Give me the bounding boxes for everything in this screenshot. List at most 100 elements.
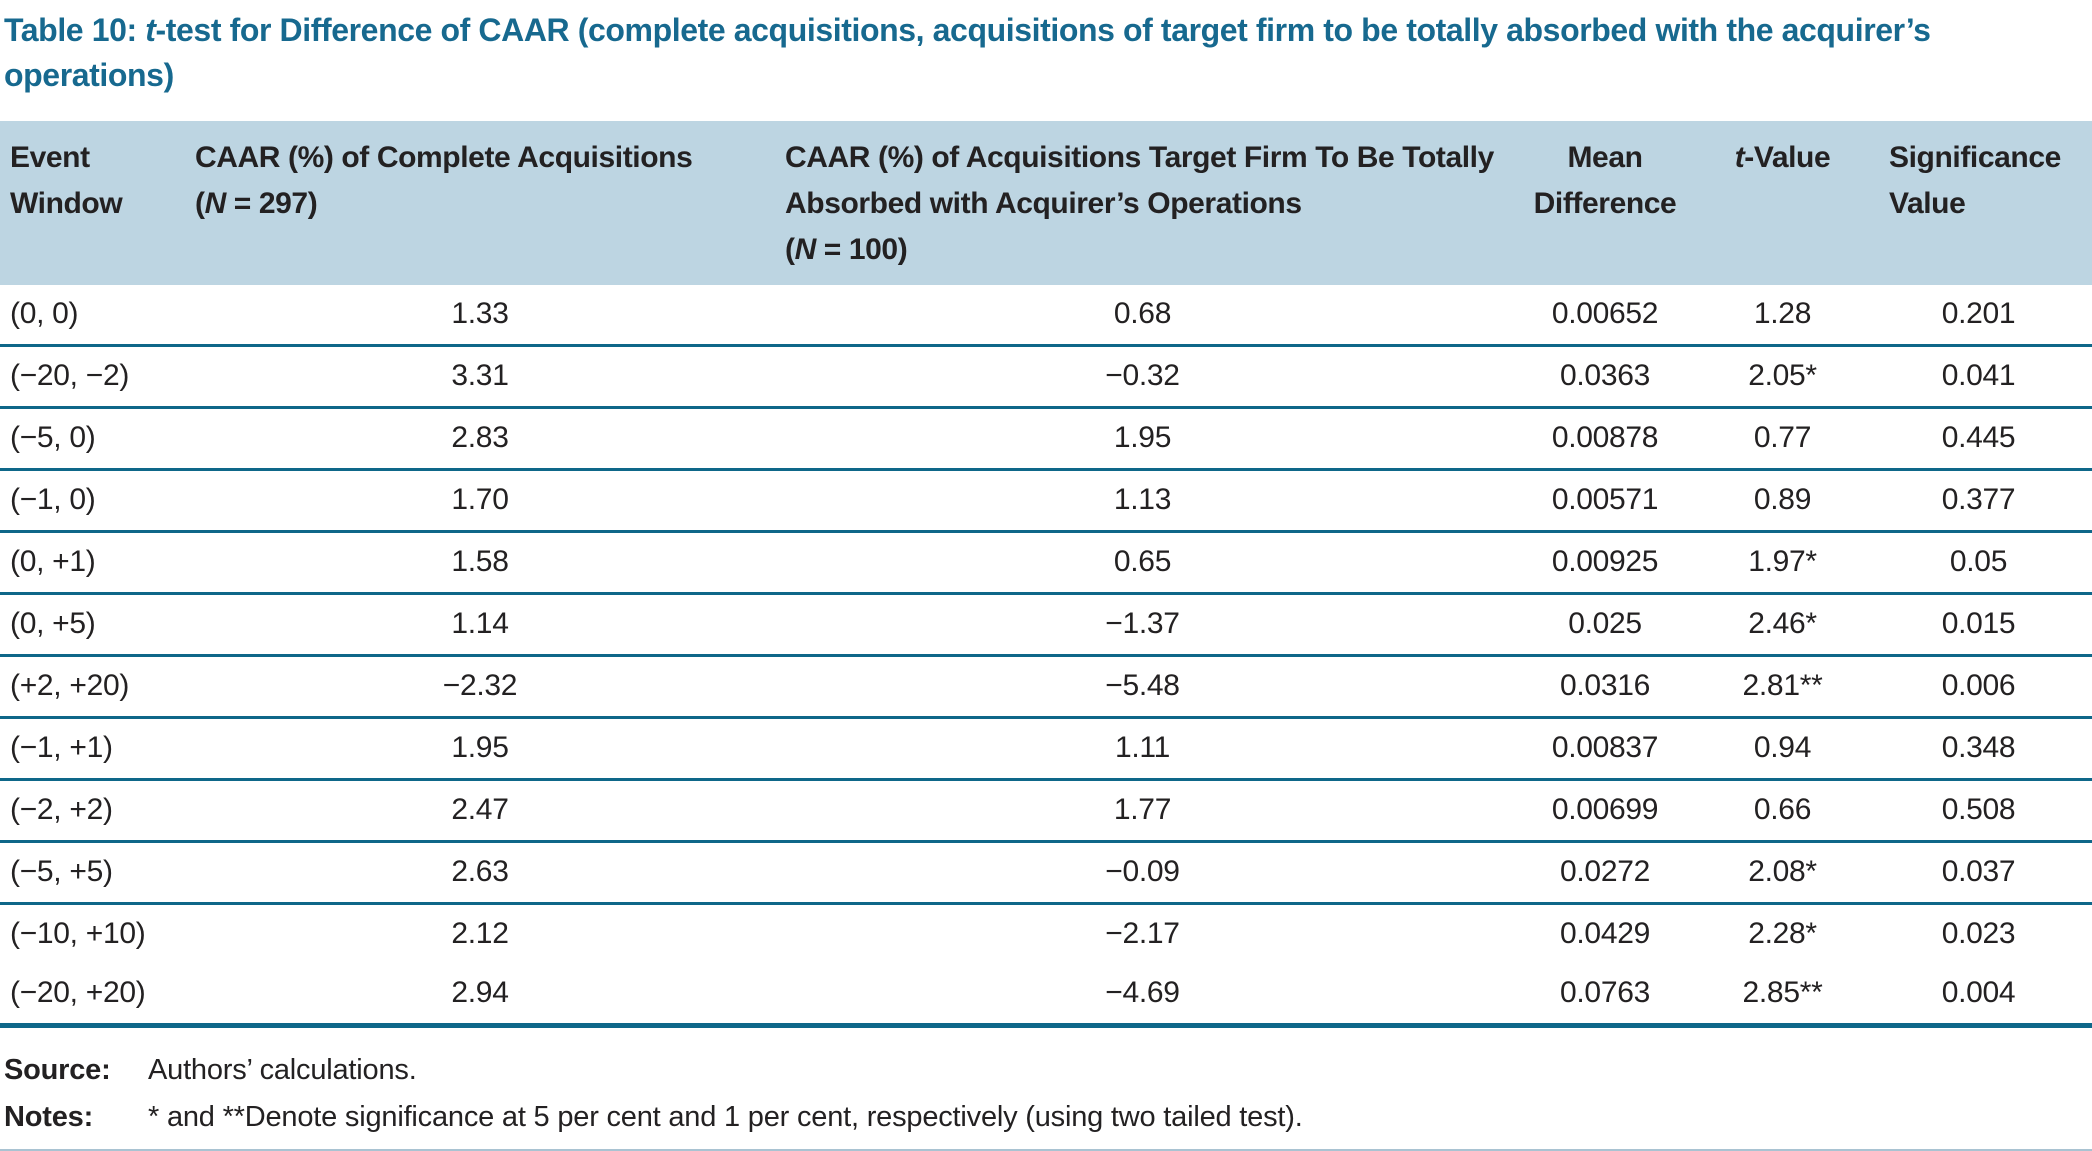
figure-footer: Source: Authors’ calculations. Notes: * … bbox=[0, 1054, 2092, 1134]
table-body: (0, 0) 1.33 0.68 0.00652 1.28 0.201 (−20… bbox=[0, 284, 2092, 1026]
cell-significance-value: 0.041 bbox=[1865, 343, 2092, 408]
col-header-significance-value: Significance Value bbox=[1865, 120, 2092, 285]
cell-significance-value: 0.006 bbox=[1865, 653, 2092, 718]
cell-event-window: (+2, +20) bbox=[0, 653, 185, 718]
header-row: Event Window CAAR (%) of Complete Acquisi… bbox=[0, 120, 2092, 285]
cell-t-value: 2.81** bbox=[1700, 653, 1865, 718]
header-caar-complete-text: CAAR (%) of Complete Acquisitions bbox=[195, 140, 693, 174]
cell-caar-complete: 2.63 bbox=[185, 839, 775, 904]
cell-mean-difference: 0.00652 bbox=[1510, 284, 1700, 346]
cell-event-window: (−2, +2) bbox=[0, 777, 185, 842]
cell-caar-target: −4.69 bbox=[775, 963, 1510, 1026]
cell-significance-value: 0.508 bbox=[1865, 777, 2092, 842]
cell-mean-difference: 0.0272 bbox=[1510, 839, 1700, 904]
cell-significance-value: 0.05 bbox=[1865, 529, 2092, 594]
table-row: (−1, +1) 1.95 1.11 0.00837 0.94 0.348 bbox=[0, 715, 2092, 780]
cell-caar-complete: −2.32 bbox=[185, 653, 775, 718]
source-text: Authors’ calculations. bbox=[148, 1053, 417, 1086]
table-row: (−1, 0) 1.70 1.13 0.00571 0.89 0.377 bbox=[0, 467, 2092, 532]
cell-significance-value: 0.015 bbox=[1865, 591, 2092, 656]
table-title-italic-t: t bbox=[145, 12, 156, 48]
table-row: (0, 0) 1.33 0.68 0.00652 1.28 0.201 bbox=[0, 284, 2092, 346]
cell-caar-target: 1.11 bbox=[775, 715, 1510, 780]
cell-caar-complete: 1.58 bbox=[185, 529, 775, 594]
cell-caar-complete: 2.12 bbox=[185, 901, 775, 964]
cell-event-window: (−20, +20) bbox=[0, 963, 185, 1026]
cell-caar-complete: 2.47 bbox=[185, 777, 775, 842]
table-title-rest: -test for Difference of CAAR (complete a… bbox=[155, 12, 1931, 48]
table-row: (−20, −2) 3.31 −0.32 0.0363 2.05* 0.041 bbox=[0, 343, 2092, 408]
table-title-prefix: Table 10: bbox=[4, 12, 146, 48]
cell-mean-difference: 0.00571 bbox=[1510, 467, 1700, 532]
cell-t-value: 2.28* bbox=[1700, 901, 1865, 964]
cell-caar-target: 1.13 bbox=[775, 467, 1510, 532]
cell-t-value: 0.77 bbox=[1700, 405, 1865, 470]
bottom-rule bbox=[0, 1149, 2092, 1151]
cell-event-window: (−1, 0) bbox=[0, 467, 185, 532]
col-header-caar-complete: CAAR (%) of Complete Acquisitions (N = 29… bbox=[185, 120, 775, 285]
cell-caar-complete: 1.33 bbox=[185, 284, 775, 346]
cell-significance-value: 0.037 bbox=[1865, 839, 2092, 904]
table-row: (0, +5) 1.14 −1.37 0.025 2.46* 0.015 bbox=[0, 591, 2092, 656]
cell-significance-value: 0.201 bbox=[1865, 284, 2092, 346]
cell-caar-target: −1.37 bbox=[775, 591, 1510, 656]
caar-ttest-table: Event Window CAAR (%) of Complete Acquisi… bbox=[0, 120, 2092, 1028]
cell-caar-target: 0.65 bbox=[775, 529, 1510, 594]
cell-t-value: 0.89 bbox=[1700, 467, 1865, 532]
notes-text: * and **Denote significance at 5 per cen… bbox=[148, 1100, 1303, 1133]
cell-t-value: 0.66 bbox=[1700, 777, 1865, 842]
col-header-event-window: Event Window bbox=[0, 120, 185, 285]
cell-significance-value: 0.023 bbox=[1865, 901, 2092, 964]
header-event: Event bbox=[10, 140, 90, 174]
cell-caar-target: −0.32 bbox=[775, 343, 1510, 408]
table-row: (−10, +10) 2.12 −2.17 0.0429 2.28* 0.023 bbox=[0, 901, 2092, 964]
cell-mean-difference: 0.00925 bbox=[1510, 529, 1700, 594]
cell-caar-target: −0.09 bbox=[775, 839, 1510, 904]
notes-label: Notes: bbox=[4, 1100, 94, 1133]
cell-mean-difference: 0.00699 bbox=[1510, 777, 1700, 842]
table-row: (−2, +2) 2.47 1.77 0.00699 0.66 0.508 bbox=[0, 777, 2092, 842]
cell-t-value: 2.85** bbox=[1700, 963, 1865, 1026]
cell-caar-complete: 1.70 bbox=[185, 467, 775, 532]
cell-mean-difference: 0.025 bbox=[1510, 591, 1700, 656]
cell-t-value: 2.46* bbox=[1700, 591, 1865, 656]
cell-t-value: 0.94 bbox=[1700, 715, 1865, 780]
cell-significance-value: 0.004 bbox=[1865, 963, 2092, 1026]
header-window: Window bbox=[10, 186, 123, 220]
cell-significance-value: 0.348 bbox=[1865, 715, 2092, 780]
cell-significance-value: 0.377 bbox=[1865, 467, 2092, 532]
header-n-297-italic: N bbox=[204, 186, 227, 220]
cell-event-window: (−10, +10) bbox=[0, 901, 185, 964]
cell-caar-target: 1.95 bbox=[775, 405, 1510, 470]
cell-caar-complete: 2.94 bbox=[185, 963, 775, 1026]
col-header-t-value: t-Value bbox=[1700, 120, 1865, 285]
cell-caar-complete: 1.14 bbox=[185, 591, 775, 656]
cell-significance-value: 0.445 bbox=[1865, 405, 2092, 470]
col-header-caar-target: CAAR (%) of Acquisitions Target Firm To … bbox=[775, 120, 1510, 285]
col-header-mean-difference: Mean Difference bbox=[1510, 120, 1700, 285]
cell-mean-difference: 0.0363 bbox=[1510, 343, 1700, 408]
cell-caar-target: −5.48 bbox=[775, 653, 1510, 718]
cell-mean-difference: 0.00878 bbox=[1510, 405, 1700, 470]
cell-t-value: 2.08* bbox=[1700, 839, 1865, 904]
notes-line: Notes: * and **Denote significance at 5 … bbox=[4, 1101, 2092, 1134]
cell-event-window: (0, 0) bbox=[0, 284, 185, 346]
cell-event-window: (0, +5) bbox=[0, 591, 185, 656]
table-row: (−5, 0) 2.83 1.95 0.00878 0.77 0.445 bbox=[0, 405, 2092, 470]
cell-event-window: (0, +1) bbox=[0, 529, 185, 594]
table-title-line2: operations) bbox=[4, 57, 174, 94]
table-title: Table 10: t-test for Difference of CAAR … bbox=[0, 0, 2092, 99]
cell-mean-difference: 0.00837 bbox=[1510, 715, 1700, 780]
cell-caar-complete: 3.31 bbox=[185, 343, 775, 408]
header-n-100-italic: N bbox=[794, 232, 817, 266]
cell-mean-difference: 0.0763 bbox=[1510, 963, 1700, 1026]
cell-caar-target: −2.17 bbox=[775, 901, 1510, 964]
header-t-italic: t bbox=[1734, 140, 1745, 174]
cell-mean-difference: 0.0429 bbox=[1510, 901, 1700, 964]
table-row: (−20, +20) 2.94 −4.69 0.0763 2.85** 0.00… bbox=[0, 963, 2092, 1026]
cell-event-window: (−1, +1) bbox=[0, 715, 185, 780]
cell-event-window: (−5, 0) bbox=[0, 405, 185, 470]
cell-event-window: (−20, −2) bbox=[0, 343, 185, 408]
cell-caar-complete: 2.83 bbox=[185, 405, 775, 470]
